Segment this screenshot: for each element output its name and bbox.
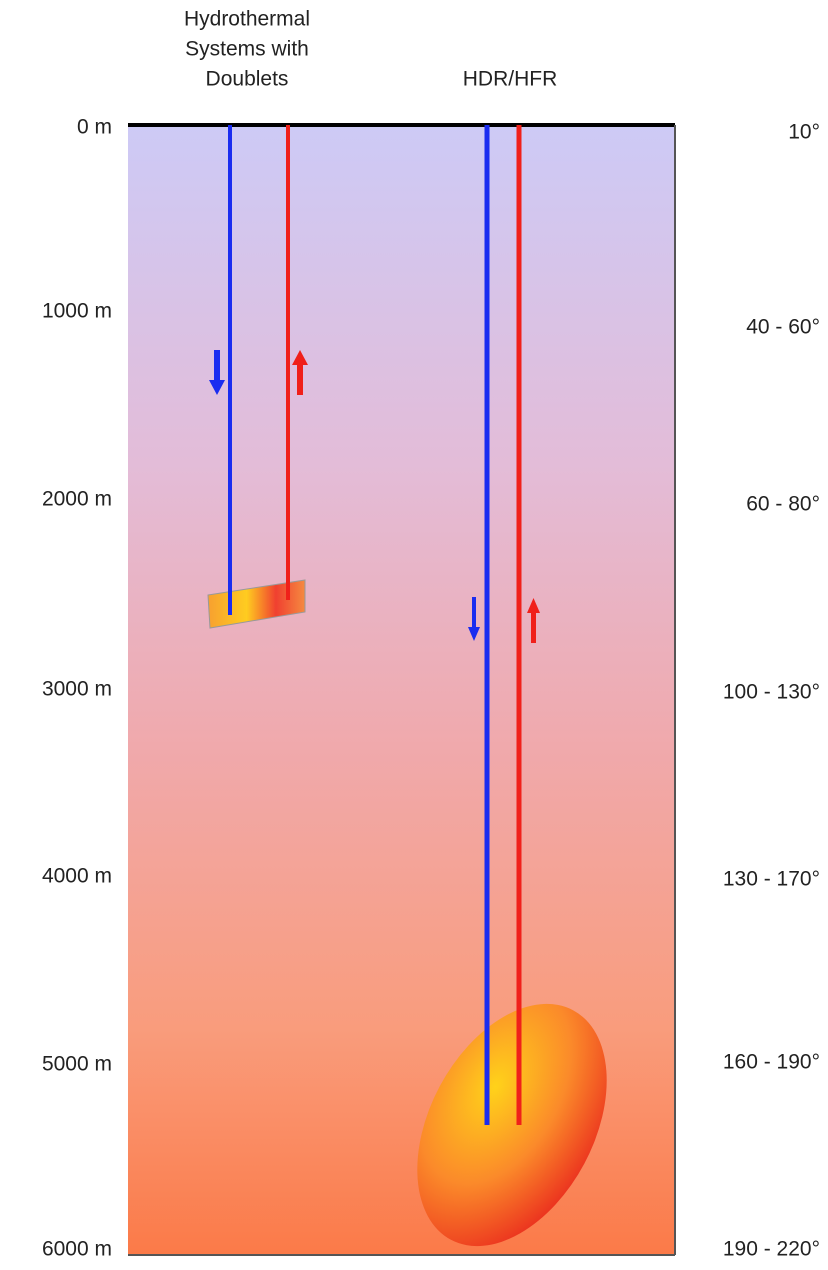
header: Hydrothermal (184, 8, 310, 31)
arrow-up (292, 350, 308, 395)
header: Doublets (206, 68, 289, 91)
depth-label: 4000 m (42, 865, 112, 888)
depth-label: 1000 m (42, 300, 112, 323)
temperature-label: 190 - 220° (723, 1238, 820, 1261)
depth-label: 2000 m (42, 488, 112, 511)
temperature-label: 60 - 80° (746, 493, 820, 516)
temperature-label: 130 - 170° (723, 868, 820, 891)
depth-label: 6000 m (42, 1238, 112, 1261)
arrow-down (468, 597, 480, 641)
labels: Hydrothermal Systems with Doublets HDR/H… (184, 8, 557, 91)
temperature-label: 160 - 190° (723, 1051, 820, 1074)
depth-label: 3000 m (42, 678, 112, 701)
reservoir (417, 1003, 607, 1247)
header: HDR/HFR (463, 68, 558, 91)
depth-label: 5000 m (42, 1053, 112, 1076)
reservoir (207, 579, 306, 629)
arrow-up (527, 598, 540, 643)
arrow-down (209, 350, 225, 395)
temperature-label: 40 - 60° (746, 316, 820, 339)
depth-label: 0 m (77, 116, 112, 139)
temperature-label: 100 - 130° (723, 681, 820, 704)
temperature-label: 10° (788, 121, 820, 144)
header: Systems with (185, 38, 309, 61)
